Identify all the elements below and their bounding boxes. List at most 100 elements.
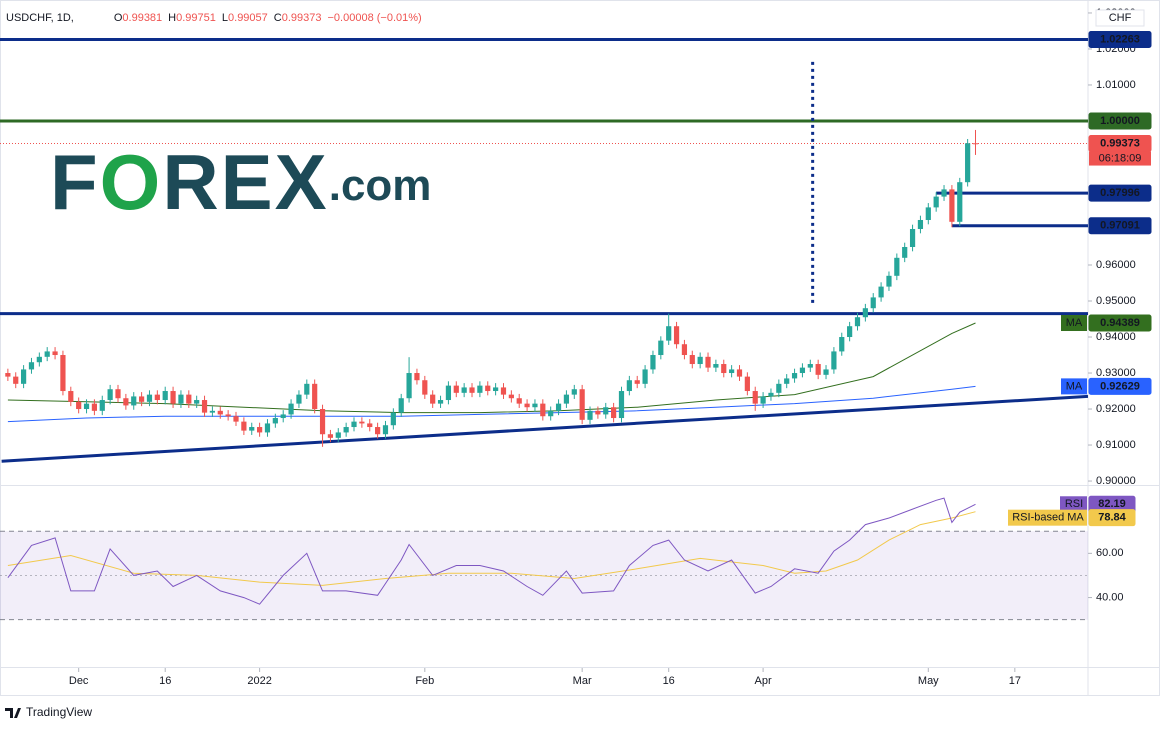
candle-body: [791, 373, 798, 379]
candle-body: [359, 421, 365, 424]
candle-body: [485, 385, 491, 392]
rsi-value-label: 82.19: [1098, 498, 1126, 510]
x-tick-label: Mar: [573, 675, 592, 687]
trendline: [1, 394, 1088, 463]
candle-body: [508, 394, 514, 399]
candle-body: [382, 425, 389, 435]
footer-text: TradingView: [26, 705, 92, 719]
legend-value: 0.99751: [176, 12, 216, 24]
footer: TradingView: [5, 705, 92, 719]
candle-body: [233, 416, 239, 422]
candle-body: [390, 412, 396, 426]
candle-body: [280, 414, 286, 419]
last-price-label: 0.99373: [1100, 137, 1140, 149]
candle-body: [516, 398, 522, 404]
candle-body: [52, 351, 58, 356]
legend-value: 0.99057: [228, 12, 268, 24]
candle-body: [343, 427, 349, 433]
x-tick-label: Apr: [755, 675, 772, 687]
candle-body: [540, 403, 546, 417]
candle-body: [673, 326, 680, 345]
rsi-ma-name-box: [1008, 509, 1087, 526]
candle-body: [21, 369, 27, 384]
candle-body: [477, 385, 483, 393]
y-tick-label: 0.92000: [1096, 403, 1136, 415]
ma-name-box: [1061, 378, 1087, 395]
currency: CHF: [1109, 12, 1132, 24]
candle-body: [634, 380, 640, 384]
level-box: [1088, 30, 1152, 48]
countdown-label: 06:18:09: [1099, 152, 1142, 164]
candle-body: [831, 351, 837, 370]
candle-body: [768, 392, 774, 397]
moving-average: [7, 322, 976, 414]
frame: [0, 0, 1160, 696]
candle-body: [917, 219, 924, 229]
candle-body: [123, 398, 129, 406]
candle-body: [666, 326, 672, 341]
candle-body: [131, 396, 137, 406]
rsi-pane: [0, 497, 1088, 621]
candle-body: [139, 396, 145, 402]
candle-body: [650, 355, 656, 370]
candle-body: [5, 373, 11, 377]
currency-box: [1095, 9, 1145, 27]
candle-body: [736, 369, 743, 377]
candle-body: [555, 403, 562, 411]
legend-key: H: [168, 12, 176, 24]
candle-body: [44, 351, 50, 357]
candle-body: [288, 403, 294, 415]
x-tick-label: 17: [1009, 675, 1021, 687]
level-box: [1088, 112, 1152, 130]
ma-name: MA: [1066, 317, 1083, 329]
candle-body: [626, 380, 632, 392]
candle-body: [886, 275, 892, 287]
candle-body: [257, 427, 263, 433]
candle-body: [760, 396, 766, 404]
countdown-box: [1089, 151, 1151, 166]
candle-body: [965, 143, 971, 183]
overlay: USDCHF, 1D, O0.99381 H0.99751 L0.99057 C0.99…: [6, 7, 1152, 687]
candle-body: [925, 207, 931, 220]
y-tick-label: 0.94000: [1096, 331, 1136, 343]
y-tick-label: 0.95000: [1096, 295, 1136, 307]
candle-body: [60, 355, 66, 392]
legend-key: O: [114, 12, 123, 24]
x-tick-label: May: [918, 675, 939, 687]
legend-value: 0.99373: [282, 12, 322, 24]
candle-body: [146, 394, 153, 402]
candle-body: [430, 394, 436, 404]
candle-body: [375, 427, 381, 435]
x-tick-label: 16: [663, 675, 675, 687]
ma-value-box: [1088, 314, 1152, 332]
level-label: 1.02263: [1100, 33, 1140, 45]
candle-body: [91, 403, 98, 411]
ma-value-box: [1088, 377, 1152, 395]
candle-body: [76, 401, 82, 410]
candle-body: [422, 380, 428, 395]
candle-body: [532, 403, 538, 408]
candle-body: [854, 317, 861, 327]
candle-body: [752, 391, 758, 404]
candle-body: [784, 378, 790, 384]
candle-body: [933, 196, 939, 208]
candle-body: [217, 410, 223, 415]
candle-body: [847, 326, 853, 338]
candle-body: [807, 364, 813, 368]
x-tick-label: Dec: [69, 675, 89, 687]
logo: FOREX.com: [50, 138, 431, 226]
candle-body: [909, 228, 916, 248]
logo-part: .com: [329, 161, 432, 210]
candle-body: [957, 182, 963, 222]
x-tick-label: Feb: [415, 675, 434, 687]
candle-body: [28, 362, 35, 370]
candle-body: [225, 414, 231, 417]
rsi-name-box: [1060, 496, 1087, 513]
candle-body: [862, 308, 868, 318]
candle-body: [351, 421, 357, 428]
candle-body: [162, 391, 168, 401]
candle-body: [587, 410, 593, 420]
candle-body: [571, 389, 577, 395]
candle-body: [548, 410, 554, 417]
